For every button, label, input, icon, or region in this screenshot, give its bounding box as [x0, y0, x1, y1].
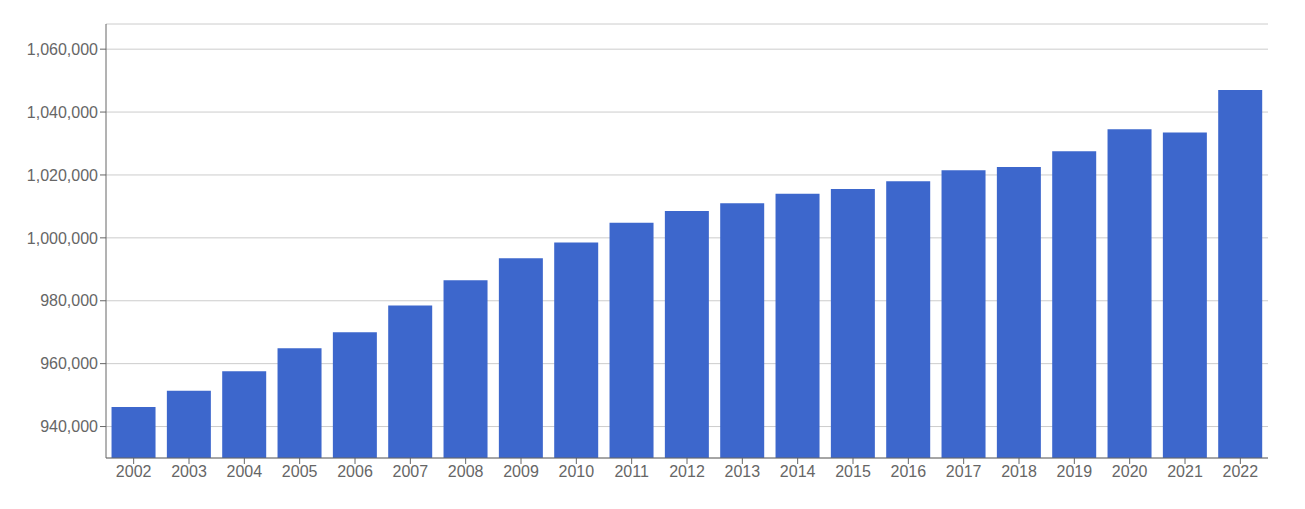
svg-text:2022: 2022 [1223, 463, 1259, 480]
svg-text:2020: 2020 [1112, 463, 1148, 480]
svg-text:2012: 2012 [669, 463, 705, 480]
svg-text:2002: 2002 [116, 463, 152, 480]
svg-text:2007: 2007 [393, 463, 429, 480]
svg-text:2004: 2004 [227, 463, 263, 480]
svg-text:1,040,000: 1,040,000 [27, 104, 98, 121]
svg-text:1,020,000: 1,020,000 [27, 167, 98, 184]
svg-text:2017: 2017 [946, 463, 982, 480]
svg-text:2018: 2018 [1001, 463, 1037, 480]
svg-text:960,000: 960,000 [40, 355, 98, 372]
svg-text:2006: 2006 [337, 463, 373, 480]
svg-text:980,000: 980,000 [40, 292, 98, 309]
svg-text:2015: 2015 [835, 463, 871, 480]
svg-text:1,000,000: 1,000,000 [27, 230, 98, 247]
svg-text:2008: 2008 [448, 463, 484, 480]
svg-text:2005: 2005 [282, 463, 318, 480]
svg-text:2003: 2003 [171, 463, 207, 480]
svg-text:1,060,000: 1,060,000 [27, 41, 98, 58]
svg-text:2011: 2011 [614, 463, 649, 480]
svg-text:2013: 2013 [725, 463, 761, 480]
svg-text:2021: 2021 [1167, 463, 1203, 480]
svg-text:2019: 2019 [1057, 463, 1093, 480]
svg-text:2010: 2010 [559, 463, 595, 480]
svg-text:2016: 2016 [891, 463, 927, 480]
svg-text:940,000: 940,000 [40, 418, 98, 435]
svg-text:2014: 2014 [780, 463, 816, 480]
svg-text:2009: 2009 [503, 463, 539, 480]
